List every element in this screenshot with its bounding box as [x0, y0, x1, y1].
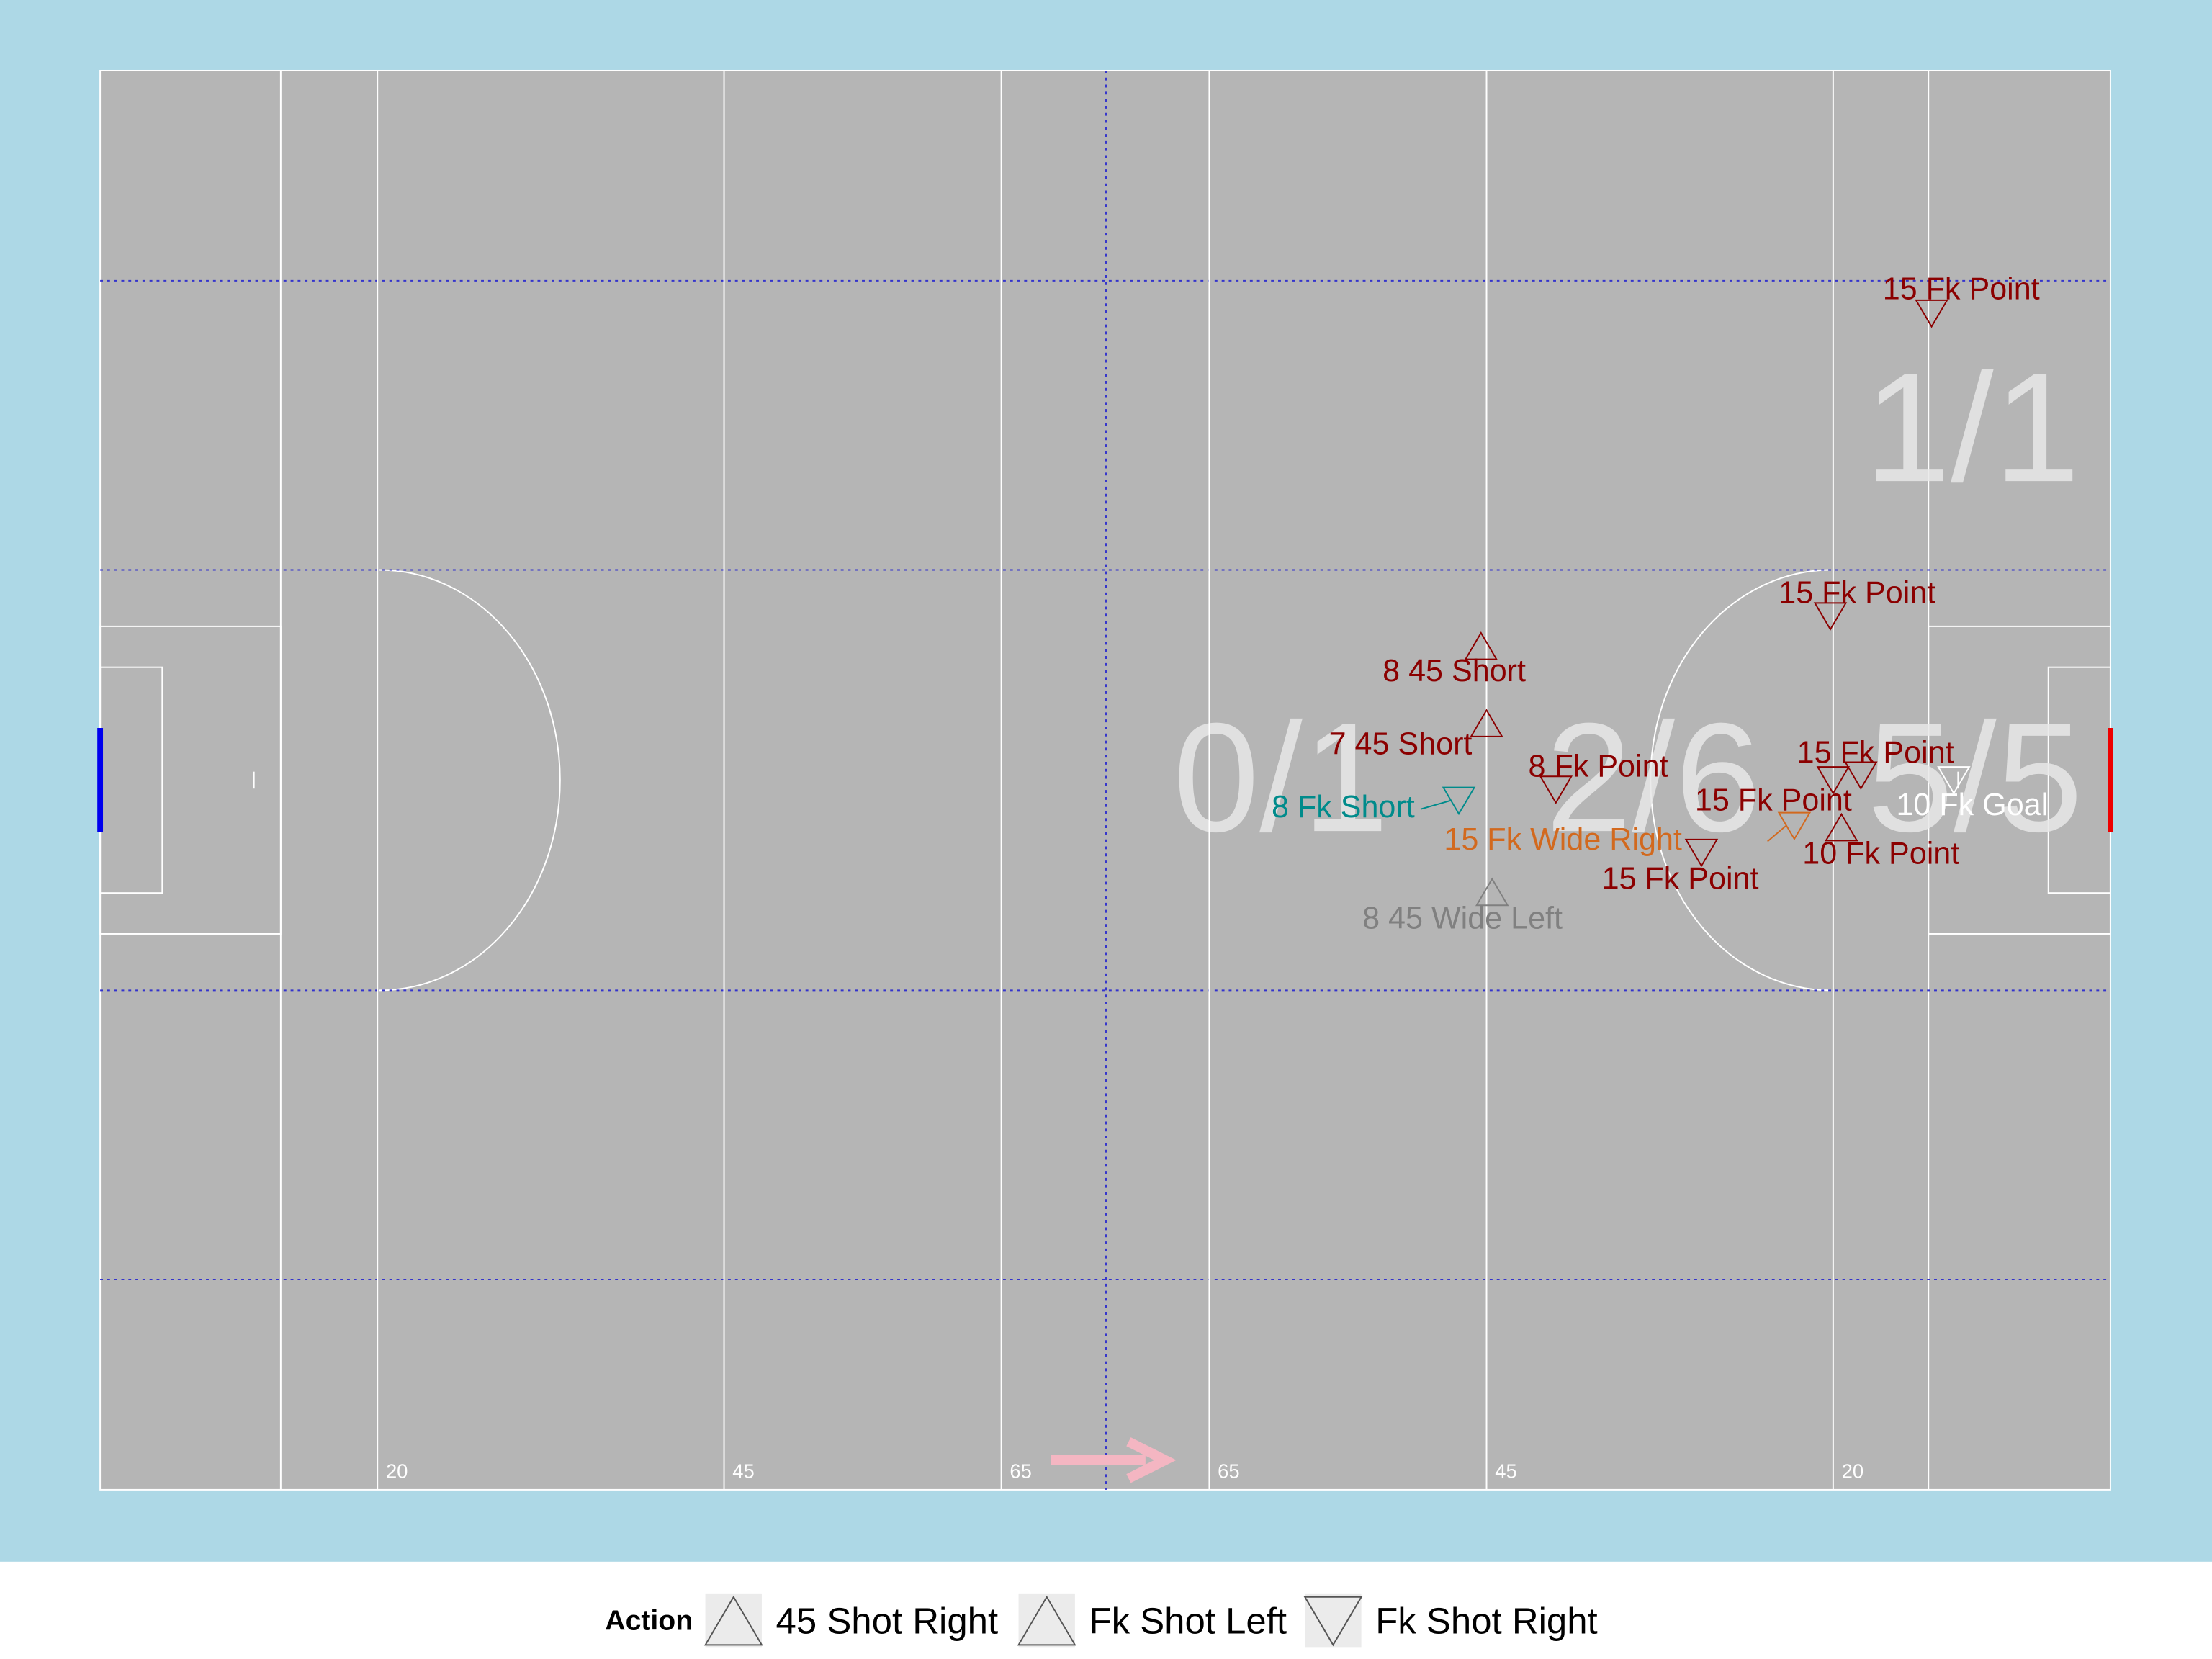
legend-key: [1305, 1593, 1362, 1648]
legend-key: [705, 1593, 762, 1648]
pitch-markings: [99, 70, 2111, 1490]
pitch-ticks: 20 45 65 65 45 20: [377, 70, 1863, 1490]
legend-symbol: [1017, 1595, 1076, 1646]
shot-marker: [1937, 766, 1971, 795]
arc: [1650, 569, 1832, 992]
pitch-tick-label: 45: [732, 1460, 754, 1483]
legend-label: 45 Shot Right: [776, 1600, 999, 1641]
legend-label: Fk Shot Left: [1089, 1600, 1287, 1641]
leader-line: [1420, 799, 1451, 810]
legend-label: Fk Shot Right: [1375, 1600, 1598, 1641]
arc: [379, 569, 561, 992]
zone-label: 0/1: [1173, 691, 1389, 864]
shot-marker: [1915, 299, 1948, 328]
shot-marker: [1825, 812, 1858, 842]
shot-label: 8 45 Wide Left: [1362, 901, 1563, 935]
pitch-tick-label: 65: [1010, 1460, 1031, 1483]
pitch-tick-label: 65: [1218, 1460, 1239, 1483]
shot-marker: [1816, 766, 1851, 795]
leader-line: [1767, 825, 1786, 842]
pitch: [99, 69, 2111, 1491]
shot-marker: [1813, 602, 1848, 631]
shot-marker: [1470, 709, 1503, 737]
shot-marker: [1844, 761, 1878, 791]
zone-label: 5/5: [1867, 691, 2083, 864]
pitch-tick-label: 45: [1495, 1460, 1516, 1483]
shot-label: 15 Fk Point: [1695, 783, 1852, 817]
shot-label: 15 Fk Point: [1602, 862, 1759, 896]
shot-label: 10 Fk Point: [1802, 837, 1959, 871]
shot-marker: [1442, 786, 1476, 816]
shot-label: 10 Fk Goal: [1896, 788, 2048, 822]
legend: Action 45 Shot Right Fk Shot Left Fk Shot …: [605, 1593, 1598, 1648]
shot-marker: [1539, 775, 1573, 804]
direction-arrow: [1051, 1437, 1177, 1483]
shot-marker: [1475, 877, 1509, 907]
legend-symbol: [1303, 1596, 1363, 1647]
shot-label: 8 45 Short: [1382, 654, 1526, 688]
shot-label: 15 Fk Wide Right: [1444, 822, 1682, 857]
shot-marker: [1777, 811, 1812, 841]
shot-label: 8 Fk Short: [1272, 790, 1415, 824]
zone-label: 1/1: [1864, 341, 2080, 514]
shot-label: 7 45 Short: [1329, 727, 1473, 761]
legend-title: Action: [605, 1605, 693, 1636]
legend-key: [1018, 1593, 1075, 1648]
zone-label: 2/6: [1545, 691, 1761, 864]
shot-marker: [1464, 631, 1498, 660]
shot-label: 15 Fk Point: [1779, 576, 1936, 611]
shots: 15 Fk Point 15 Fk Point 8 45 Short 7 45 Sho…: [1272, 271, 2048, 935]
pitch-tick-label: 20: [1842, 1460, 1863, 1483]
shot-label: 8 Fk Point: [1529, 750, 1668, 784]
shot-label: 15 Fk Point: [1883, 271, 2040, 306]
legend-symbol: [703, 1595, 763, 1646]
pitch-tick-label: 20: [386, 1460, 408, 1483]
shot-marker: [1684, 838, 1719, 868]
